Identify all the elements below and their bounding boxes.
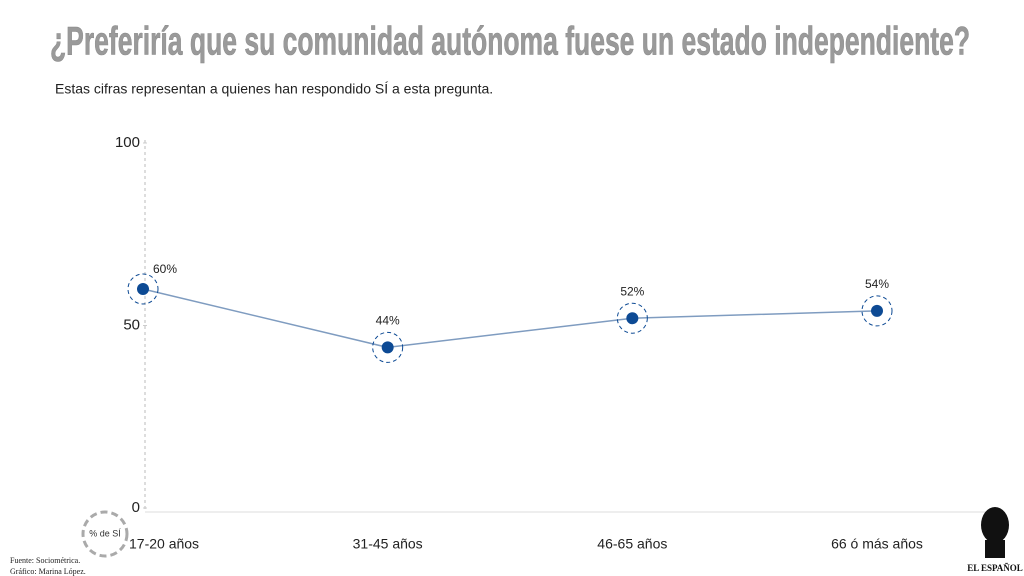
data-label: 60% [153, 262, 177, 276]
point-halo [616, 302, 648, 334]
data-label: 44% [376, 314, 400, 328]
point-halo [127, 273, 159, 305]
point-halo [861, 295, 893, 327]
y-tick-label: 50 [123, 316, 140, 333]
point-halo [372, 331, 404, 363]
data-label: 54% [865, 277, 889, 291]
line [142, 288, 878, 349]
logo-icon [981, 507, 1009, 558]
y-label-badge [81, 510, 129, 558]
chart-subtitle: Estas cifras representan a quienes han r… [55, 81, 493, 97]
point [871, 304, 883, 317]
x-tick-label: 17-20 años [129, 536, 199, 552]
data-label: 52% [620, 284, 644, 298]
x-tick-label: 31-45 años [353, 536, 423, 552]
logo: EL ESPAÑOL [967, 563, 1023, 573]
y-tick-label: 0 [132, 499, 140, 516]
y-axis-label: % de SÍ [89, 528, 121, 538]
source: Fuente: Sociométrica. [10, 556, 80, 565]
y-tick-label: 100 [115, 134, 140, 151]
x-tick-label: 46-65 años [597, 536, 667, 552]
point [626, 312, 639, 325]
chart-title: ¿Preferiría que su comunidad autónoma fu… [50, 20, 970, 64]
x-tick-label: 66 ó más años [831, 536, 923, 552]
point [137, 283, 149, 295]
source: Gráfico: Marina López. [10, 567, 86, 576]
point [381, 341, 394, 354]
